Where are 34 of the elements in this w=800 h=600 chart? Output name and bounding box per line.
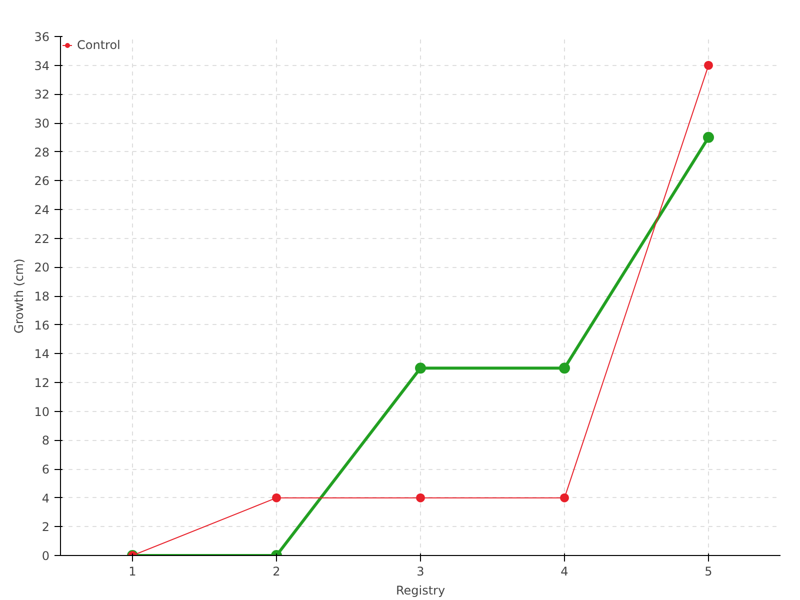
y-axis-title: Growth (cm) [12, 258, 26, 334]
point [416, 493, 425, 502]
y-tick-label: 28 [34, 145, 50, 160]
point [560, 493, 569, 502]
point [703, 132, 714, 143]
y-tick-label: 30 [34, 116, 50, 130]
point [559, 362, 570, 374]
point [415, 362, 426, 374]
x-tick-label: 2 [272, 564, 280, 578]
x-tick-label: 4 [560, 564, 568, 578]
y-tick-label: 32 [34, 88, 50, 102]
y-tick-label: 8 [42, 434, 50, 448]
y-tick-label: 16 [34, 318, 50, 332]
x-tick-label: 5 [704, 564, 712, 578]
point [704, 60, 713, 70]
y-tick-label: 36 [34, 30, 50, 44]
y-tick-label: 10 [34, 404, 50, 419]
y-tick-label: 22 [34, 232, 50, 246]
y-tick-label: 18 [34, 290, 50, 304]
x-tick-label: 1 [128, 564, 136, 578]
y-tick-label: 26 [34, 174, 50, 188]
y-tick-label: 14 [34, 347, 50, 362]
y-tick-label: 34 [34, 58, 50, 73]
x-axis-title: Registry [396, 584, 446, 598]
y-tick-label: 20 [34, 260, 50, 275]
y-tick-label: 12 [34, 376, 50, 390]
point [272, 493, 281, 502]
x-tick-label: 3 [416, 564, 424, 578]
y-tick-label: 0 [42, 549, 50, 563]
legend-label: Control [77, 38, 120, 52]
y-tick-label: 2 [42, 520, 50, 534]
y-tick-label: 24 [34, 203, 50, 217]
y-tick-label: 6 [42, 462, 50, 476]
y-tick-label: 4 [42, 491, 50, 506]
